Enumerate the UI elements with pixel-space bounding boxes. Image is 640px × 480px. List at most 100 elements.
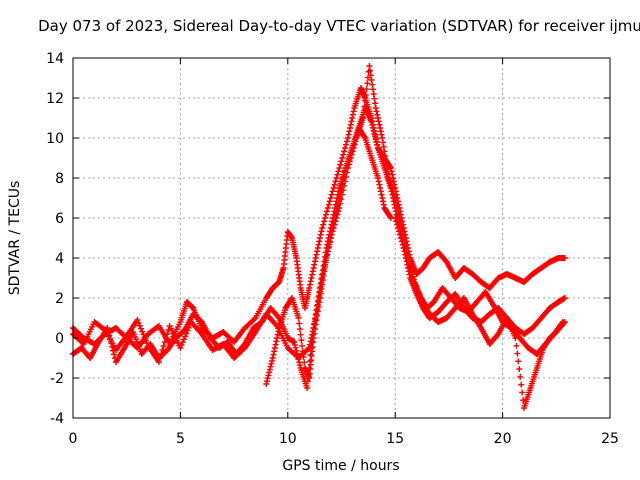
data-point: [334, 201, 341, 208]
y-tick-label: -2: [50, 371, 64, 387]
data-point: [346, 128, 353, 135]
data-point: [393, 201, 400, 208]
data-point: [296, 320, 303, 327]
data-point: [369, 81, 376, 88]
data-point: [317, 290, 324, 297]
data-point: [275, 328, 282, 335]
data-point: [311, 261, 318, 268]
data-point: [139, 328, 146, 335]
data-point: [405, 261, 412, 268]
data-point: [340, 151, 347, 158]
data-point: [313, 317, 320, 324]
data-point: [339, 181, 346, 188]
data-point: [307, 351, 314, 358]
y-tick-label: 2: [55, 291, 64, 307]
data-point: [362, 91, 369, 98]
x-tick-label: 0: [69, 431, 78, 447]
data-point: [390, 178, 397, 185]
data-point: [326, 198, 333, 205]
data-point: [309, 271, 316, 278]
data-point: [402, 251, 409, 258]
data-point: [359, 115, 366, 121]
data-point: [380, 139, 387, 146]
data-point: [273, 338, 280, 345]
data-point: [329, 188, 336, 195]
y-tick-label: 14: [46, 51, 64, 67]
grid: [73, 58, 610, 418]
data-point: [318, 286, 325, 293]
data-point: [324, 205, 331, 211]
data-point: [361, 133, 368, 140]
data-point: [134, 317, 141, 323]
data-point: [396, 228, 403, 235]
data-point: [271, 348, 278, 355]
data-point: [388, 168, 395, 175]
data-point: [343, 141, 350, 148]
data-point: [306, 358, 313, 365]
data-point: [269, 355, 276, 361]
data-point: [375, 178, 382, 185]
data-point: [141, 334, 148, 341]
data-point: [337, 188, 344, 195]
data-point: [251, 316, 258, 323]
data-point: [299, 342, 306, 349]
data-point: [325, 245, 332, 251]
y-tick-label: 6: [55, 211, 64, 227]
data-point: [512, 335, 519, 341]
data-point: [339, 178, 346, 185]
data-point: [372, 105, 379, 111]
data-point: [310, 265, 317, 271]
data-point: [373, 108, 380, 115]
data-point: [111, 351, 118, 358]
data-point: [334, 205, 341, 211]
data-point: [392, 195, 399, 201]
data-point: [364, 80, 371, 87]
data-point: [296, 326, 303, 333]
data-point: [329, 228, 336, 235]
data-point: [372, 100, 379, 107]
data-point: [140, 331, 147, 338]
data-point: [183, 330, 190, 337]
data-point: [332, 178, 339, 185]
data-point: [315, 241, 322, 248]
data-points: [70, 63, 568, 411]
data-point: [375, 175, 382, 181]
data-point: [371, 95, 378, 102]
data-point: [135, 319, 142, 326]
axis-ticks: 0 5 10 15 20 25 -4 -2 0 2 4 6 8 10 12 14: [46, 51, 619, 447]
data-point: [378, 191, 385, 198]
data-point: [368, 119, 375, 125]
data-point: [367, 67, 374, 74]
data-point: [315, 303, 322, 310]
data-point: [373, 139, 380, 146]
data-point: [407, 268, 414, 275]
data-point: [311, 330, 318, 337]
data-point: [321, 218, 328, 225]
data-point: [385, 170, 392, 177]
data-point: [339, 155, 346, 161]
data-point: [341, 171, 348, 178]
data-point: [347, 121, 354, 128]
data-point: [305, 346, 312, 353]
data-point: [313, 251, 320, 258]
data-point: [387, 215, 394, 221]
data-point: [306, 285, 313, 291]
data-point: [397, 235, 404, 241]
data-point: [319, 277, 326, 284]
y-tick-label: 12: [46, 91, 64, 107]
data-point: [378, 131, 385, 138]
data-point: [381, 148, 388, 155]
data-point: [349, 111, 356, 118]
data-point: [516, 366, 523, 373]
data-point: [184, 327, 191, 334]
data-point: [266, 366, 273, 373]
data-point: [329, 225, 336, 231]
data-point: [312, 258, 319, 265]
data-point: [319, 281, 326, 288]
data-point: [160, 343, 167, 349]
data-point: [342, 145, 349, 151]
data-point: [560, 320, 567, 327]
data-point: [185, 324, 192, 331]
data-point: [263, 381, 270, 387]
data-point: [371, 130, 378, 137]
